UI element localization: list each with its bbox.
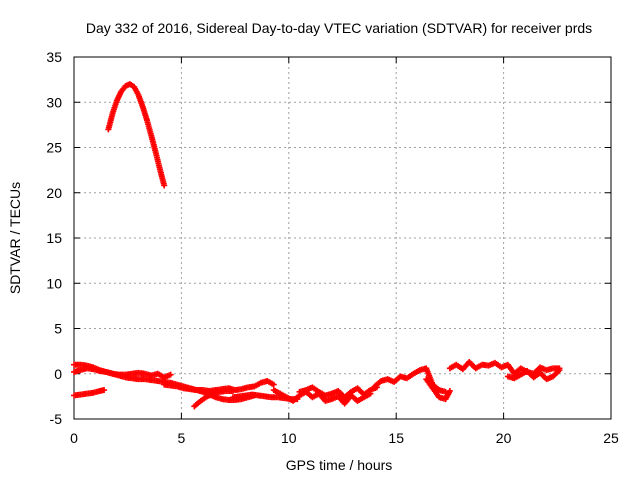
y-tick-label: 10: [46, 275, 62, 291]
y-axis-label: SDTVAR / TECUs: [7, 182, 23, 294]
data-point: [556, 367, 563, 374]
y-tick-label: -5: [50, 411, 63, 427]
series-segment: [423, 376, 453, 403]
x-tick-label: 5: [178, 430, 186, 446]
x-tick-label: 20: [496, 430, 512, 446]
y-tick-label: 30: [46, 94, 62, 110]
y-tick-label: 15: [46, 230, 62, 246]
y-tick-label: 25: [46, 140, 62, 156]
x-tick-label: 15: [388, 430, 404, 446]
x-axis-label: GPS time / hours: [286, 457, 393, 473]
series-segment: [105, 81, 168, 189]
x-tick-label: 0: [70, 430, 78, 446]
axis-ticks: 0 5 10 15 20 25 -5 0 5 10 15 20 25 30 35: [46, 49, 619, 446]
series-segment: [71, 365, 174, 381]
series-segment: [191, 387, 236, 410]
x-tick-label: 10: [281, 430, 297, 446]
y-tick-label: 20: [46, 185, 62, 201]
y-tick-label: 0: [54, 366, 62, 382]
y-tick-label: 5: [54, 321, 62, 337]
y-tick-label: 35: [46, 49, 62, 65]
series-segment: [296, 384, 380, 401]
data-point: [270, 381, 277, 388]
data-point: [446, 387, 453, 394]
data-point: [161, 182, 168, 189]
data-point: [229, 387, 236, 394]
data-point: [101, 387, 108, 394]
x-tick-label: 25: [603, 430, 619, 446]
data-marks: [71, 81, 563, 410]
data-point: [167, 371, 174, 378]
series-segment: [71, 387, 108, 399]
grid: [74, 57, 611, 419]
series-segment: [504, 367, 563, 383]
chart-title: Day 332 of 2016, Sidereal Day-to-day VTE…: [86, 20, 592, 36]
